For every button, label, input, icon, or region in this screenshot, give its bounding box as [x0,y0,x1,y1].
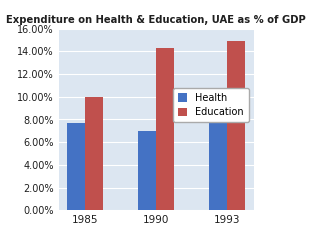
Bar [227,41,245,210]
Legend: Health, Education: Health, Education [173,88,249,122]
Bar [209,97,227,210]
Title: Expenditure on Health & Education, UAE as % of GDP: Expenditure on Health & Education, UAE a… [6,15,306,25]
Bar [156,48,174,210]
Bar [138,131,156,210]
Bar [67,123,85,210]
Bar [85,97,103,210]
